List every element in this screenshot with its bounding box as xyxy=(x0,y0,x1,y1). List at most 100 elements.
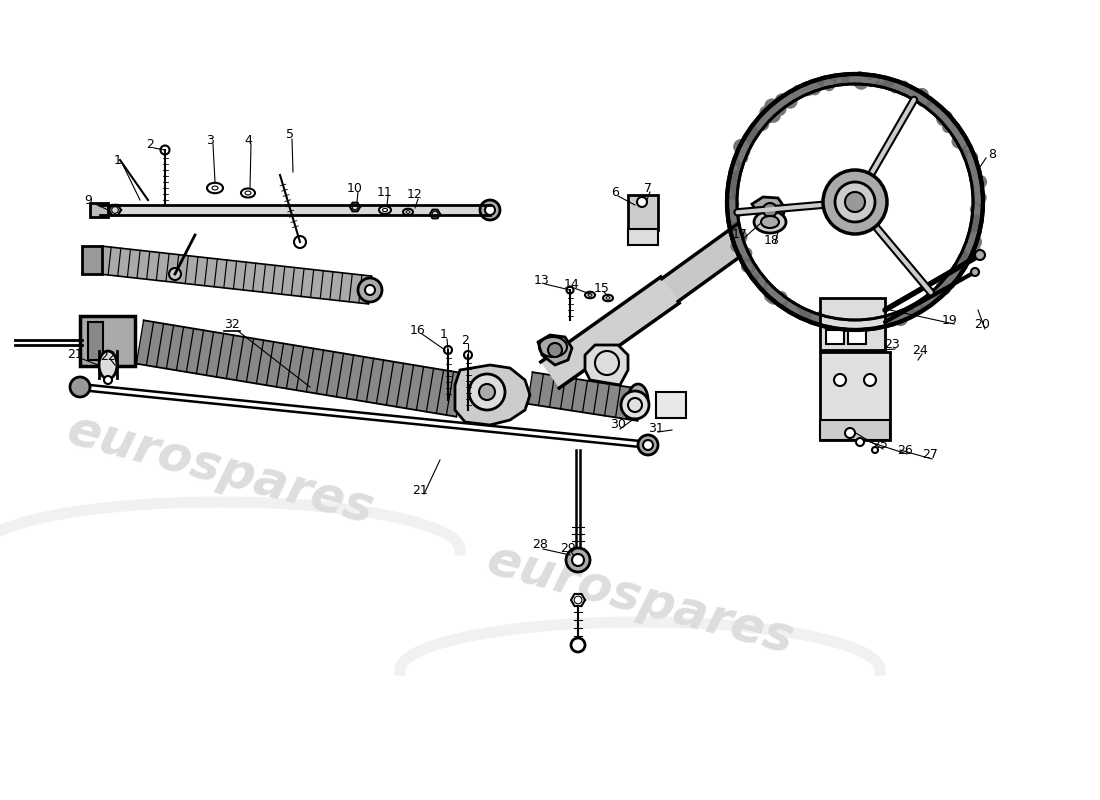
Circle shape xyxy=(942,120,946,125)
Circle shape xyxy=(104,376,112,384)
Circle shape xyxy=(895,316,903,324)
Circle shape xyxy=(760,282,764,287)
Text: 28: 28 xyxy=(532,538,548,551)
Circle shape xyxy=(734,244,744,254)
Bar xyxy=(80,316,135,366)
Circle shape xyxy=(638,435,658,455)
Circle shape xyxy=(732,200,739,208)
Circle shape xyxy=(741,247,752,258)
Circle shape xyxy=(759,275,763,280)
Circle shape xyxy=(732,229,748,245)
Text: 7: 7 xyxy=(644,182,652,194)
Circle shape xyxy=(766,108,781,123)
Circle shape xyxy=(833,317,844,329)
Circle shape xyxy=(864,374,876,386)
Circle shape xyxy=(914,303,921,310)
Circle shape xyxy=(469,374,505,410)
Circle shape xyxy=(792,85,804,97)
Circle shape xyxy=(816,310,832,325)
Circle shape xyxy=(571,638,585,652)
Circle shape xyxy=(977,209,983,215)
Circle shape xyxy=(794,86,806,98)
Circle shape xyxy=(845,428,855,438)
Circle shape xyxy=(732,218,736,222)
Bar xyxy=(88,322,103,360)
Polygon shape xyxy=(136,320,463,417)
Circle shape xyxy=(823,170,887,234)
Polygon shape xyxy=(662,214,768,302)
Text: 22: 22 xyxy=(100,350,116,363)
Circle shape xyxy=(808,83,821,95)
Bar xyxy=(820,420,890,440)
Circle shape xyxy=(938,283,950,295)
Circle shape xyxy=(969,170,980,180)
Bar xyxy=(82,246,102,274)
Circle shape xyxy=(730,240,743,252)
Circle shape xyxy=(738,153,748,163)
Circle shape xyxy=(944,278,956,290)
Circle shape xyxy=(729,210,734,215)
Circle shape xyxy=(849,73,862,86)
Circle shape xyxy=(739,146,750,158)
Circle shape xyxy=(793,309,800,316)
Circle shape xyxy=(755,269,760,274)
Circle shape xyxy=(953,130,960,138)
Circle shape xyxy=(644,440,653,450)
Text: 18: 18 xyxy=(764,234,780,246)
Polygon shape xyxy=(99,246,372,304)
Polygon shape xyxy=(585,345,628,385)
Bar xyxy=(826,330,844,344)
Text: 21: 21 xyxy=(67,349,82,362)
Circle shape xyxy=(294,236,306,248)
Circle shape xyxy=(759,106,772,118)
Text: eurospares: eurospares xyxy=(481,536,799,664)
Text: 17: 17 xyxy=(733,229,748,242)
Bar xyxy=(628,229,658,245)
Ellipse shape xyxy=(628,384,648,416)
Circle shape xyxy=(916,96,927,106)
Text: 31: 31 xyxy=(648,422,664,434)
Circle shape xyxy=(763,289,778,302)
Text: 4: 4 xyxy=(244,134,252,146)
Circle shape xyxy=(856,71,865,80)
Text: 19: 19 xyxy=(942,314,958,326)
Circle shape xyxy=(924,294,933,303)
Circle shape xyxy=(824,80,835,91)
Circle shape xyxy=(939,110,953,123)
Bar xyxy=(90,203,108,217)
Circle shape xyxy=(975,250,984,260)
Circle shape xyxy=(927,295,936,305)
Circle shape xyxy=(950,126,960,136)
Circle shape xyxy=(737,84,974,320)
Text: 2: 2 xyxy=(461,334,469,346)
Text: 14: 14 xyxy=(564,278,580,290)
Text: 21: 21 xyxy=(412,483,428,497)
Circle shape xyxy=(358,278,382,302)
Text: 9: 9 xyxy=(84,194,92,206)
Circle shape xyxy=(944,120,953,130)
Circle shape xyxy=(856,438,864,446)
Circle shape xyxy=(768,293,778,302)
Circle shape xyxy=(975,186,981,193)
Polygon shape xyxy=(541,277,679,388)
Circle shape xyxy=(766,285,770,290)
Circle shape xyxy=(758,278,766,285)
Circle shape xyxy=(791,301,796,307)
Circle shape xyxy=(912,304,917,310)
Circle shape xyxy=(766,289,782,305)
Circle shape xyxy=(799,82,814,96)
Ellipse shape xyxy=(761,216,779,228)
Circle shape xyxy=(952,270,959,278)
Bar xyxy=(656,392,686,418)
Circle shape xyxy=(930,297,935,302)
Circle shape xyxy=(776,291,788,303)
Text: eurospares: eurospares xyxy=(62,406,378,534)
Ellipse shape xyxy=(99,351,117,379)
Text: 32: 32 xyxy=(224,318,240,331)
Ellipse shape xyxy=(241,189,255,198)
Circle shape xyxy=(776,102,780,106)
Circle shape xyxy=(965,146,969,151)
Circle shape xyxy=(786,301,796,310)
Circle shape xyxy=(741,262,752,272)
Circle shape xyxy=(774,102,785,112)
